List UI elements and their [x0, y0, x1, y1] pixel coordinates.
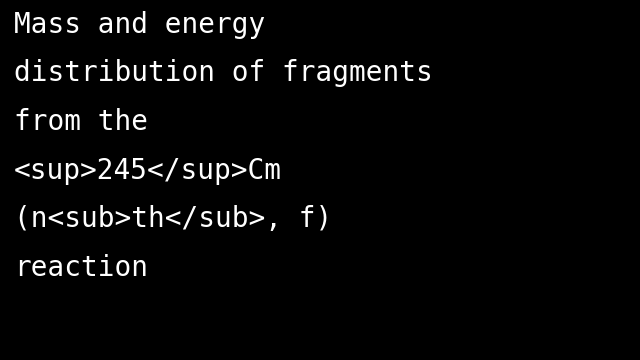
- Text: from the: from the: [14, 108, 148, 136]
- Text: reaction: reaction: [14, 254, 148, 282]
- Text: Mass and energy: Mass and energy: [14, 11, 266, 39]
- Text: (n<sub>th</sub>, f): (n<sub>th</sub>, f): [14, 205, 332, 233]
- Text: distribution of fragments: distribution of fragments: [14, 59, 433, 87]
- Text: <sup>245</sup>Cm: <sup>245</sup>Cm: [14, 157, 282, 185]
